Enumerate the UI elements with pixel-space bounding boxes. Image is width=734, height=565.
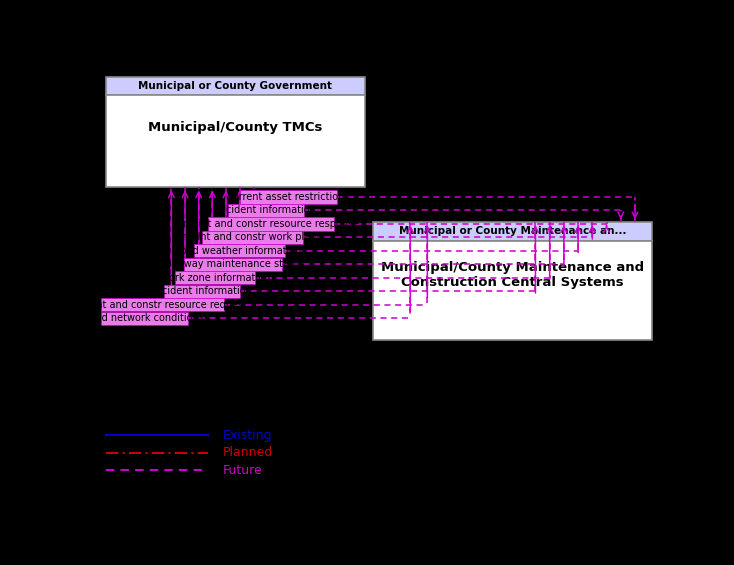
Text: incident information: incident information — [153, 286, 252, 297]
Bar — [101, 312, 189, 325]
Bar — [194, 245, 285, 258]
Text: Existing: Existing — [222, 429, 272, 442]
Text: work zone information: work zone information — [161, 273, 270, 283]
Bar — [175, 271, 255, 284]
Bar — [106, 95, 365, 188]
Bar — [202, 231, 303, 244]
Text: road network conditions: road network conditions — [86, 314, 204, 323]
Bar — [228, 204, 305, 217]
Text: maint and constr resource request: maint and constr resource request — [79, 300, 247, 310]
Text: current asset restrictions: current asset restrictions — [228, 192, 350, 202]
Text: maint and constr resource response: maint and constr resource response — [183, 219, 359, 229]
Text: Municipal/County Maintenance and
Construction Central Systems: Municipal/County Maintenance and Constru… — [381, 261, 644, 289]
Text: Municipal or County Maintenance an...: Municipal or County Maintenance an... — [399, 227, 626, 236]
Text: roadway maintenance status: roadway maintenance status — [162, 259, 305, 270]
Bar — [101, 298, 224, 311]
Bar — [106, 76, 365, 95]
Bar — [184, 258, 282, 271]
Bar — [374, 222, 652, 241]
Bar — [239, 190, 338, 203]
Text: incident information: incident information — [217, 206, 316, 215]
Text: Planned: Planned — [222, 446, 273, 459]
Bar — [208, 218, 334, 231]
Text: Municipal or County Government: Municipal or County Government — [139, 81, 333, 90]
Bar — [164, 285, 240, 298]
Text: Future: Future — [222, 464, 262, 477]
Bar — [374, 241, 652, 340]
Text: road weather information: road weather information — [177, 246, 302, 256]
Text: maint and constr work plans: maint and constr work plans — [182, 232, 322, 242]
Text: Municipal/County TMCs: Municipal/County TMCs — [148, 121, 322, 134]
